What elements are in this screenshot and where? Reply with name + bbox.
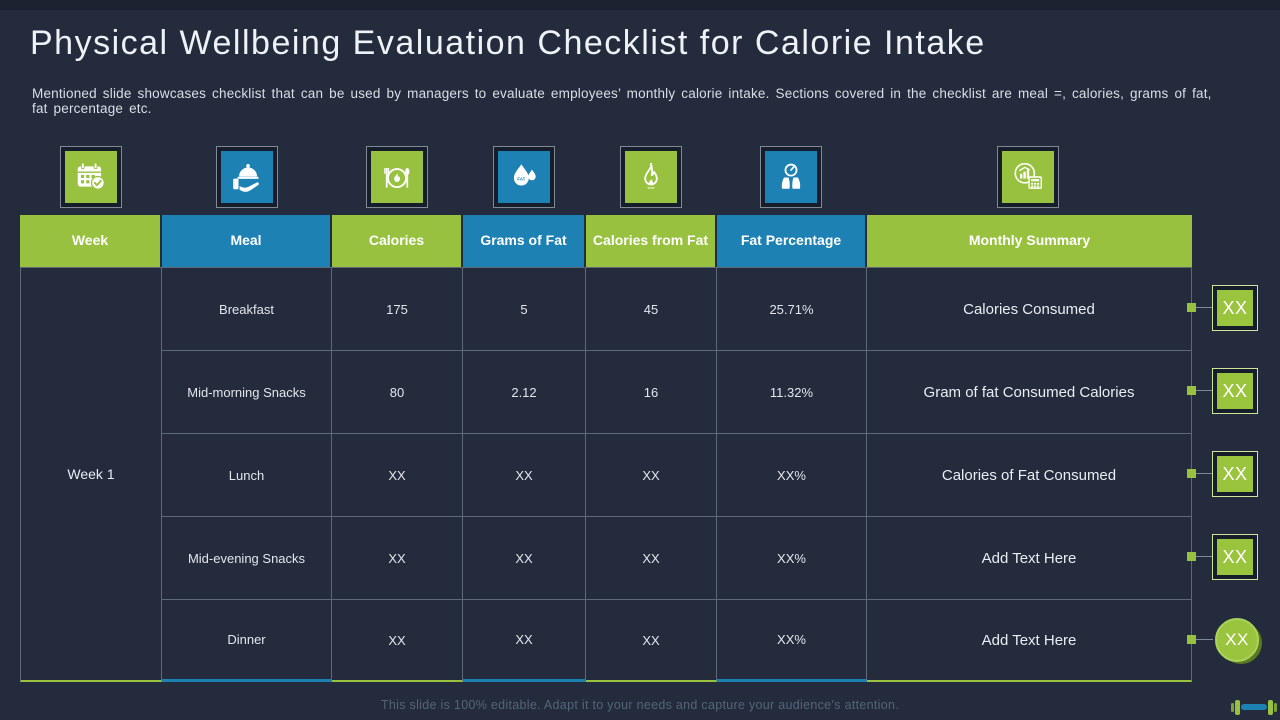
column-header-grams-of-fat: Grams of Fat [463,215,586,267]
cell-meal: Dinner [162,599,332,682]
fat-drop-icon: FAT [498,151,550,203]
cell-calories[interactable]: XX [332,599,463,682]
connector-dot [1187,386,1196,395]
connector-line [1196,639,1213,640]
connector-line [1196,307,1213,308]
connector-line [1196,473,1213,474]
cell-summary-placeholder[interactable]: Add Text Here [867,599,1192,682]
cell-meal: Breakfast [162,267,332,350]
calories-flame-icon: kcal [625,151,677,203]
cell-calories: 175 [332,267,463,350]
connector-dot [1187,552,1196,561]
weight-scale-icon [765,151,817,203]
column-header-monthly-summary: Monthly Summary [867,215,1192,267]
icon-tile-week [60,146,122,208]
cell-calories-from-fat: 16 [586,350,717,433]
cell-grams-of-fat[interactable]: XX [463,433,586,516]
summary-tag-2[interactable]: XX [1212,368,1258,414]
editable-note: This slide is 100% editable. Adapt it to… [380,698,900,712]
page-title: Physical Wellbeing Evaluation Checklist … [30,24,986,62]
cell-grams-of-fat[interactable]: XX [463,599,586,682]
cell-fat-percentage[interactable]: XX% [717,516,867,599]
cell-grams-of-fat: 2.12 [463,350,586,433]
column-header-week: Week [20,215,162,267]
fat-drop-label: FAT [517,176,525,181]
connector-dot [1187,303,1196,312]
icon-tile-fat-percentage [760,146,822,208]
cell-calories[interactable]: XX [332,516,463,599]
icon-tile-monthly-summary [997,146,1059,208]
summary-tag-4[interactable]: XX [1212,534,1258,580]
summary-tag-5[interactable]: XX [1215,618,1259,662]
cell-calories-from-fat: 45 [586,267,717,350]
icon-tile-grams-of-fat: FAT [493,146,555,208]
cell-meal: Lunch [162,433,332,516]
meal-plate-icon [371,151,423,203]
cell-fat-percentage[interactable]: XX% [717,433,867,516]
cell-grams-of-fat[interactable]: XX [463,516,586,599]
cell-summary: Gram of fat Consumed Calories [867,350,1192,433]
icon-tile-calories [366,146,428,208]
summary-tag-1[interactable]: XX [1212,285,1258,331]
connector-line [1196,390,1213,391]
icon-tile-meal [216,146,278,208]
cell-meal: Mid-morning Snacks [162,350,332,433]
cell-fat-percentage[interactable]: XX% [717,599,867,682]
cell-calories-from-fat[interactable]: XX [586,516,717,599]
cell-summary: Calories Consumed [867,267,1192,350]
column-header-calories-from-fat: Calories from Fat [586,215,717,267]
connector-line [1196,556,1213,557]
cell-summary-placeholder[interactable]: Add Text Here [867,516,1192,599]
calendar-check-icon [65,151,117,203]
calories-flame-label: kcal [648,186,655,190]
cell-calories[interactable]: XX [332,433,463,516]
column-header-meal: Meal [162,215,332,267]
summary-tag-3[interactable]: XX [1212,451,1258,497]
dumbbell-icon [1231,698,1277,716]
cell-meal: Mid-evening Snacks [162,516,332,599]
cell-calories-from-fat[interactable]: XX [586,599,717,682]
cell-fat-percentage: 25.71% [717,267,867,350]
slide-top-edge [0,0,1280,10]
cell-calories-from-fat[interactable]: XX [586,433,717,516]
cell-grams-of-fat: 5 [463,267,586,350]
summary-calculator-icon [1002,151,1054,203]
slide-subtitle: Mentioned slide showcases checklist that… [32,86,1212,116]
week-cell: Week 1 [20,267,162,682]
connector-dot [1187,635,1196,644]
cell-summary: Calories of Fat Consumed [867,433,1192,516]
cell-fat-percentage: 11.32% [717,350,867,433]
column-header-calories: Calories [332,215,463,267]
column-header-fat-percentage: Fat Percentage [717,215,867,267]
connector-dot [1187,469,1196,478]
serving-food-icon [221,151,273,203]
cell-calories: 80 [332,350,463,433]
icon-tile-calories-from-fat: kcal [620,146,682,208]
checklist-table: Week Meal Calories Grams of Fat Calories… [20,215,1192,682]
